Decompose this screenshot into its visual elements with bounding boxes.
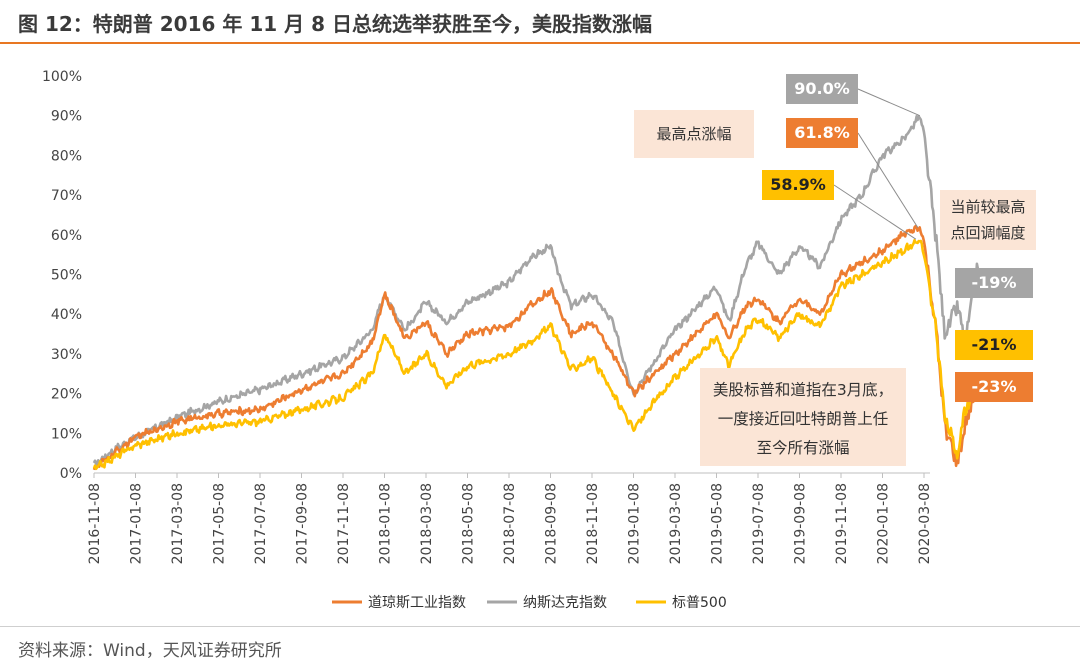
x-tick-label: 2016-11-08 <box>87 483 103 564</box>
x-tick-label: 2017-09-08 <box>295 483 311 564</box>
annotation-note: 美股标普和道指在3月底，一度接近回吐特朗普上任至今所有涨幅 <box>700 368 906 466</box>
y-tick-label: 60% <box>51 228 82 244</box>
peak-dow-tag: 61.8% <box>786 118 858 148</box>
x-tick-label: 2017-07-08 <box>253 483 269 564</box>
source-divider <box>0 626 1080 627</box>
series-line-nasdaq <box>92 115 980 466</box>
title-divider <box>0 42 1080 44</box>
x-tick-label: 2019-03-08 <box>668 483 684 564</box>
peak-nasdaq-tag: 90.0% <box>786 74 858 104</box>
y-tick-label: 50% <box>51 268 82 284</box>
legend-label: 道琼斯工业指数 <box>368 595 466 611</box>
legend-label: 纳斯达克指数 <box>523 595 607 611</box>
leader-sp500 <box>833 184 917 240</box>
series-layer <box>92 115 980 471</box>
drawdown-nasdaq-tag: -19% <box>955 268 1033 298</box>
leader-lines <box>833 88 921 240</box>
y-axis: 0% 10% 20% 30% 40% 50% 60% 70% 80% 90% 100% <box>42 69 930 482</box>
x-tick-label: 2017-03-08 <box>170 483 186 564</box>
x-tick-label: 2018-03-08 <box>419 483 435 564</box>
x-tick-label: 2020-01-08 <box>876 483 892 564</box>
x-tick-label: 2018-05-08 <box>461 483 477 564</box>
leader-dow <box>857 132 919 228</box>
y-tick-label: 40% <box>51 307 82 323</box>
leader-nasdaq <box>857 88 921 117</box>
x-tick-label: 2019-05-08 <box>710 483 726 564</box>
drawdown-sp500-tag: -21% <box>955 330 1033 360</box>
line-chart: 0% 10% 20% 30% 40% 50% 60% 70% 80% 90% 100% 2016-1… <box>42 69 980 611</box>
series-line-sp500 <box>92 239 980 471</box>
x-tick-label: 2017-11-08 <box>336 483 352 564</box>
y-tick-label: 20% <box>51 387 82 403</box>
x-tick-label: 2018-09-08 <box>544 483 560 564</box>
legend: 道琼斯工业指数 纳斯达克指数 标普500 <box>332 595 727 611</box>
y-tick-label: 90% <box>51 109 82 125</box>
x-tick-label: 2019-07-08 <box>751 483 767 564</box>
x-tick-label: 2017-05-08 <box>212 483 228 564</box>
source-note: 资料来源：Wind，天风证券研究所 <box>18 641 282 661</box>
x-tick-label: 2018-07-08 <box>502 483 518 564</box>
x-tick-label: 2018-01-08 <box>378 483 394 564</box>
x-tick-label: 2019-01-08 <box>627 483 643 564</box>
annotation-drawdown-label: 当前较最高点回调幅度 <box>940 190 1036 250</box>
x-tick-label: 2017-01-08 <box>129 483 145 564</box>
y-tick-label: 30% <box>51 347 82 363</box>
x-tick-label: 2019-11-08 <box>834 483 850 564</box>
peak-sp500-tag: 58.9% <box>762 170 834 200</box>
y-tick-label: 0% <box>60 466 82 482</box>
y-tick-label: 100% <box>42 69 82 85</box>
x-tick-label: 2018-11-08 <box>585 483 601 564</box>
chart-title: 图 12：特朗普 2016 年 11 月 8 日总统选举获胜至今，美股指数涨幅 <box>18 12 652 36</box>
series-line-dow <box>92 224 980 471</box>
y-tick-label: 70% <box>51 188 82 204</box>
drawdown-dow-tag: -23% <box>955 372 1033 402</box>
x-tick-label: 2019-09-08 <box>793 483 809 564</box>
x-axis: 2016-11-08 2017-01-08 2017-03-08 2017-05-08… <box>87 473 933 564</box>
x-tick-label: 2020-03-08 <box>917 483 933 564</box>
annotation-peak-label: 最高点涨幅 <box>634 110 754 158</box>
legend-label: 标普500 <box>672 595 727 611</box>
y-tick-label: 10% <box>51 426 82 442</box>
y-tick-label: 80% <box>51 148 82 164</box>
